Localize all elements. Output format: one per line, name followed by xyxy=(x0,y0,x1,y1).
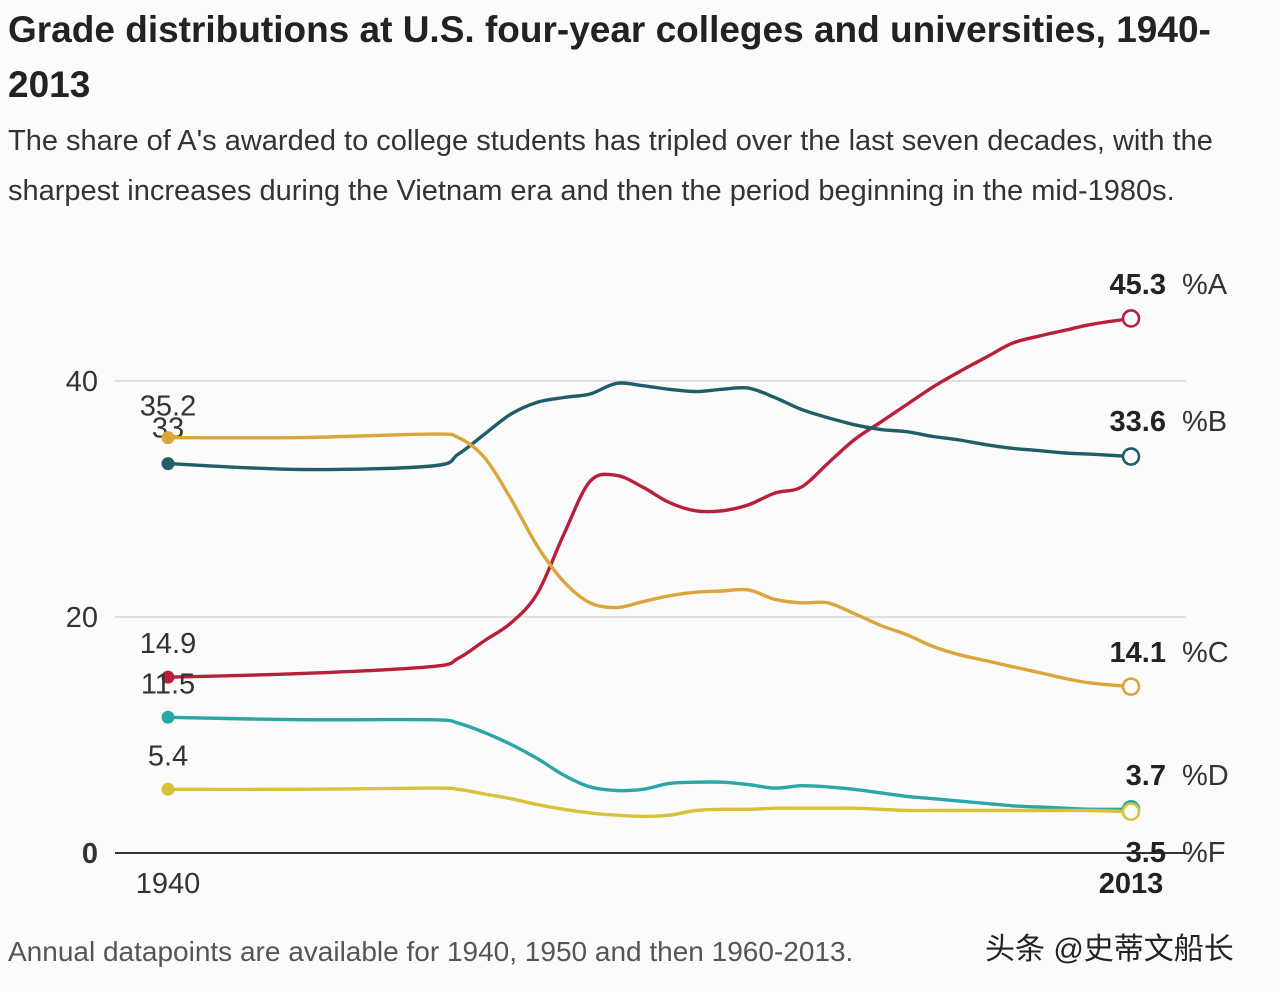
series-line-c xyxy=(166,432,1133,689)
start-value-label: 11.5 xyxy=(141,668,195,700)
end-value-label: 3.7 xyxy=(1126,760,1166,792)
x-tick-label: 1940 xyxy=(136,868,201,900)
start-point-b xyxy=(161,457,175,471)
start-point-f xyxy=(161,782,175,796)
series-line-b xyxy=(166,381,1133,472)
end-value-label: 45.3 xyxy=(1110,269,1166,301)
chart-subtitle: The share of A's awarded to college stud… xyxy=(8,125,1213,207)
chart-footnote: Annual datapoints are available for 1940… xyxy=(8,936,854,967)
series-name-label: %B xyxy=(1182,406,1227,438)
end-value-label: 3.5 xyxy=(1126,837,1166,869)
start-value-label: 35.2 xyxy=(140,391,196,423)
start-value-label: 14.9 xyxy=(140,628,196,660)
chart-title: Grade distributions at U.S. four-year co… xyxy=(8,9,1211,105)
series-line-f xyxy=(166,786,1133,819)
start-point-c xyxy=(161,431,175,445)
y-tick-label: 40 xyxy=(66,366,98,398)
series-line-d xyxy=(166,715,1133,812)
source-watermark: 头条 @史蒂文船长 xyxy=(985,933,1234,966)
series-line-a xyxy=(166,316,1133,679)
end-value-label: 14.1 xyxy=(1110,637,1166,669)
y-tick-label: 0 xyxy=(82,838,98,870)
series-name-label: %C xyxy=(1182,637,1229,669)
series-name-label: %F xyxy=(1182,837,1226,869)
end-point-c xyxy=(1121,677,1141,696)
end-point-b xyxy=(1121,447,1141,466)
series-name-label: %D xyxy=(1182,760,1229,792)
start-point-d xyxy=(161,710,175,724)
series-name-label: %A xyxy=(1182,269,1228,301)
end-point-f xyxy=(1121,802,1141,822)
x-tick-label: 2013 xyxy=(1099,868,1164,900)
start-point-a xyxy=(161,670,175,684)
y-tick-label: 20 xyxy=(66,602,98,634)
end-point-a xyxy=(1121,309,1141,328)
end-value-label: 33.6 xyxy=(1110,406,1166,438)
start-value-label: 5.4 xyxy=(148,740,188,772)
